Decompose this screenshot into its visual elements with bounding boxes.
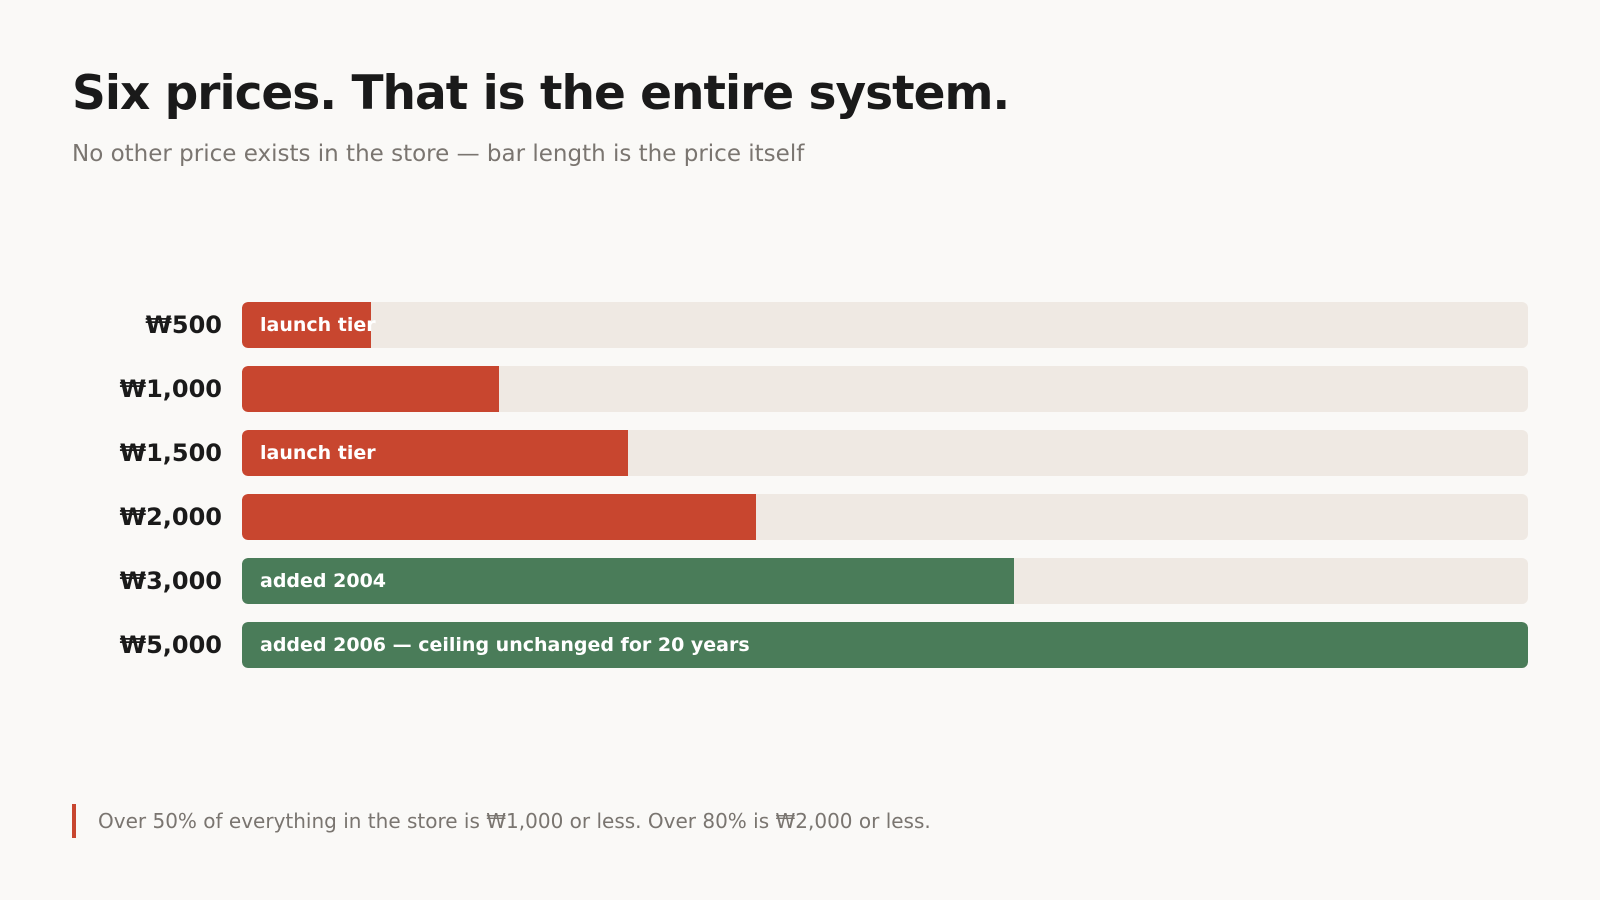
price-bar xyxy=(242,558,1014,604)
price-bar-chart: ₩500 launch tier ₩1,000 ₩1,500 launch tier ₩2… xyxy=(0,302,1600,686)
price-bar xyxy=(242,622,1528,668)
bar-track: launch tier xyxy=(242,430,1528,476)
price-tick-label: ₩1,000 xyxy=(119,375,222,403)
bar-track: launch tier xyxy=(242,302,1528,348)
price-tick-label: ₩5,000 xyxy=(119,631,222,659)
bar-row: ₩2,000 xyxy=(0,494,1600,540)
price-bar xyxy=(242,430,628,476)
bar-track xyxy=(242,494,1528,540)
price-bar xyxy=(242,494,756,540)
chart-title: Six prices. That is the entire system. xyxy=(72,66,1010,121)
price-tick-label: ₩3,000 xyxy=(119,567,222,595)
bar-annotation: added 2004 xyxy=(260,570,387,592)
bar-row: ₩5,000 added 2006 — ceiling unchanged for… xyxy=(0,622,1600,668)
bar-row: ₩1,000 xyxy=(0,366,1600,412)
price-bar xyxy=(242,302,371,348)
bar-annotation: launch tier xyxy=(260,314,376,336)
price-tick-label: ₩500 xyxy=(145,311,222,339)
price-bar xyxy=(242,366,499,412)
bar-track: added 2006 — ceiling unchanged for 20 ye… xyxy=(242,622,1528,668)
bar-row: ₩500 launch tier xyxy=(0,302,1600,348)
bar-track: added 2004 xyxy=(242,558,1528,604)
price-tick-label: ₩2,000 xyxy=(119,503,222,531)
footnote: Over 50% of everything in the store is ₩… xyxy=(72,804,931,838)
bar-row: ₩1,500 launch tier xyxy=(0,430,1600,476)
bar-row: ₩3,000 added 2004 xyxy=(0,558,1600,604)
price-tick-label: ₩1,500 xyxy=(119,439,222,467)
bar-annotation: added 2006 — ceiling unchanged for 20 ye… xyxy=(260,634,750,656)
chart-subtitle: No other price exists in the store — bar… xyxy=(72,141,805,167)
bar-annotation: launch tier xyxy=(260,442,376,464)
bar-track xyxy=(242,366,1528,412)
